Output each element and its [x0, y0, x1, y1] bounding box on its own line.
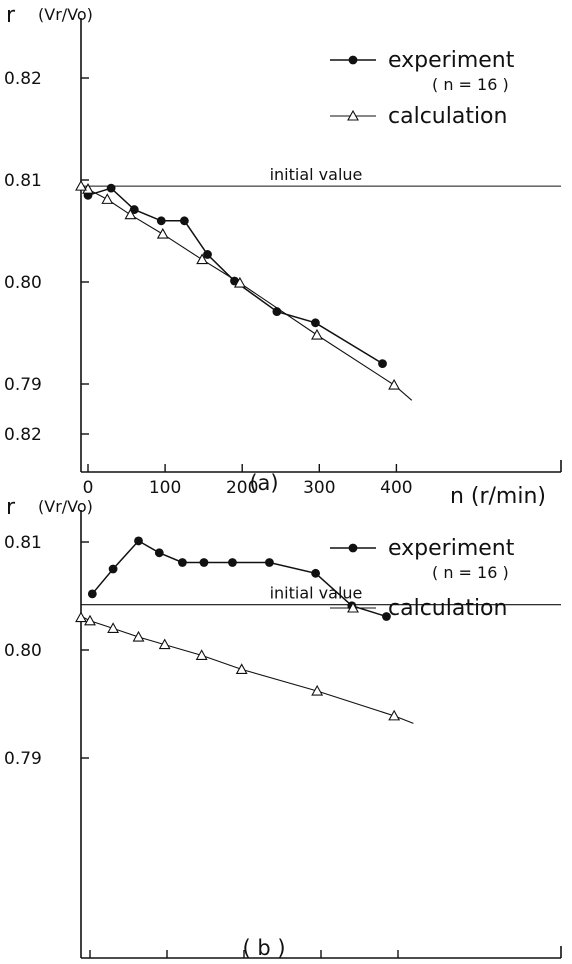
experiment-point — [156, 216, 166, 226]
series-line-calculation — [81, 185, 413, 401]
experiment-point — [108, 564, 118, 574]
experiment-point — [382, 612, 391, 621]
x-tick-label: 100 — [149, 478, 181, 498]
calculation-point — [75, 179, 87, 191]
experiment-point — [199, 558, 209, 567]
experiment-point — [179, 216, 189, 226]
calculation-point — [107, 622, 120, 633]
x-tick-label: 400 — [380, 478, 412, 498]
series-line-experiment — [87, 187, 383, 365]
experiment-point — [134, 536, 143, 546]
y-axis-label: r — [6, 3, 16, 28]
y-axis-label: r — [6, 495, 16, 520]
y-tick-label: 0.81 — [4, 171, 42, 191]
calculation-point — [124, 208, 137, 220]
initial-value-label: initial value — [270, 165, 363, 184]
panel-caption: (a) — [249, 471, 278, 495]
x-tick-label: 0 — [83, 478, 94, 498]
legend-experiment-label: experiment — [388, 536, 515, 561]
experiment-point — [311, 318, 320, 328]
experiment-point — [203, 250, 212, 259]
x-tick-label: 300 — [303, 478, 335, 498]
calculation-point — [101, 193, 114, 204]
legend-experiment-marker — [348, 55, 358, 65]
x-axis-label: n (r/min) — [450, 484, 546, 509]
experiment-point — [178, 558, 187, 567]
calculation-point — [388, 709, 401, 721]
plot-area — [81, 183, 413, 401]
experiment-point — [378, 359, 387, 368]
legend-calculation-marker — [347, 601, 359, 613]
chart-panel-a: 0.79 0.80 0.81 0.82 0 100 200 300 400 r (Vr/Vo) n (… — [4, 3, 562, 509]
experiment-point — [265, 558, 274, 567]
legend-experiment-marker — [348, 543, 358, 553]
plot-area — [83, 536, 414, 724]
y-axis-unit: (Vr/Vo) — [38, 497, 93, 516]
y-tick-label: 0.80 — [4, 641, 42, 661]
y-tick-label: 0.79 — [4, 375, 42, 395]
initial-value-label: initial value — [270, 584, 363, 603]
calculation-point — [158, 638, 171, 650]
series-line-calculation — [83, 617, 414, 724]
calculation-point — [311, 684, 324, 696]
calculation-point — [311, 328, 323, 340]
y-tick-label: 0.82 — [4, 69, 42, 89]
chart-panel-b: 0.79 0.80 0.81 0.82 0 100 200 300 400 r (Vr/Vo) n (… — [4, 425, 562, 960]
legend-calculation-label: calculation — [388, 104, 507, 129]
y-tick-label: 0.82 — [4, 425, 42, 445]
y-tick-label: 0.80 — [4, 273, 42, 293]
x-tick-label: 200 — [226, 478, 258, 498]
calculation-point — [195, 649, 208, 660]
calculation-point — [84, 614, 96, 626]
experiment-point — [311, 568, 321, 578]
panel-caption: ( b ) — [242, 936, 285, 960]
calculation-point — [235, 663, 248, 674]
calculation-point — [196, 253, 209, 265]
experiment-point — [87, 589, 97, 599]
legend-experiment-label: experiment — [388, 48, 515, 73]
calculation-point — [233, 276, 246, 288]
y-tick-label: 0.81 — [4, 533, 42, 553]
experiment-point — [154, 548, 164, 558]
legend-experiment-note: ( n = 16 ) — [432, 563, 509, 582]
legend-calculation-label: calculation — [388, 596, 507, 621]
experiment-point — [106, 183, 116, 193]
legend-experiment-note: ( n = 16 ) — [432, 75, 509, 94]
y-tick-label: 0.79 — [4, 749, 42, 769]
experiment-point — [228, 558, 237, 567]
calculation-point — [75, 611, 87, 623]
calculation-point — [388, 378, 401, 390]
legend-calculation-marker — [347, 109, 359, 121]
calculation-point — [156, 227, 169, 239]
y-axis-unit: (Vr/Vo) — [38, 5, 93, 24]
calculation-point — [132, 630, 145, 642]
